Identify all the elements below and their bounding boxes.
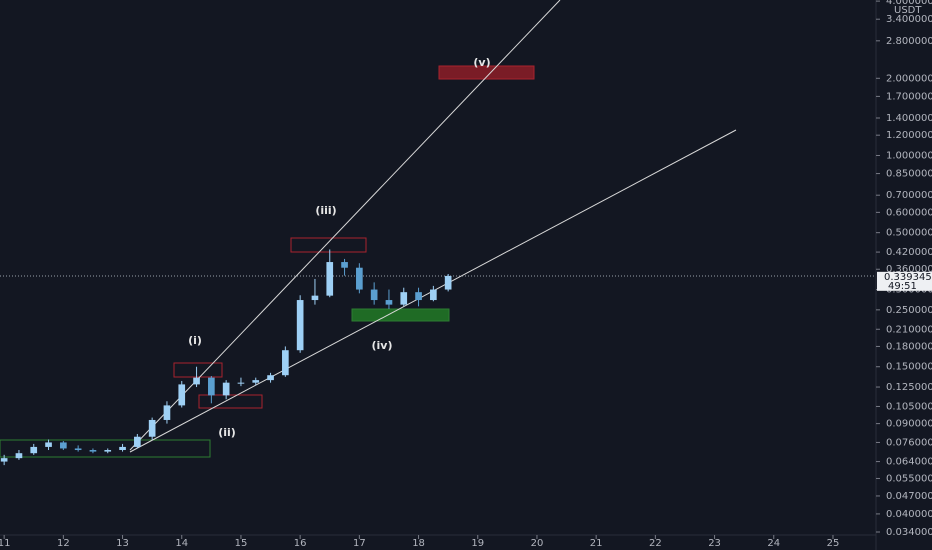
candle-body: [45, 442, 52, 447]
candle-body: [296, 300, 304, 351]
candle-body: [60, 442, 67, 449]
candle-body: [163, 405, 171, 420]
candle-body: [282, 350, 289, 376]
x-tick-label: 25: [827, 538, 840, 549]
wave-label: (iv): [372, 339, 393, 352]
trend-line: [129, 0, 561, 451]
x-tick-label: 23: [708, 538, 721, 549]
candle-body: [89, 450, 97, 452]
candle-body: [430, 289, 437, 301]
x-tick-label: 18: [412, 538, 425, 549]
wave-label: (ii): [218, 426, 236, 439]
candle-body: [311, 295, 319, 301]
y-tick-label: 1.4000000: [886, 113, 932, 124]
support-zone: [0, 439, 211, 458]
y-tick-label: 0.0340000: [886, 527, 932, 538]
x-tick-label: 21: [590, 538, 603, 549]
target-zone: [290, 237, 367, 253]
x-tick-label: 22: [649, 538, 662, 549]
x-tick-label: 19: [471, 538, 484, 549]
candle-body: [148, 419, 156, 437]
x-tick-label: 24: [767, 538, 780, 549]
candle-body: [208, 377, 215, 396]
wave-label: (v): [473, 56, 490, 69]
price-badge: [877, 271, 932, 291]
candle-body: [252, 380, 260, 383]
candle-body: [178, 384, 186, 406]
countdown: 49:51: [888, 281, 917, 292]
y-tick-label: 1.2000000: [886, 130, 932, 141]
candle-body: [267, 375, 274, 381]
candle-body: [400, 292, 408, 305]
candle-body: [104, 450, 112, 452]
x-tick-label: 15: [235, 538, 248, 549]
candle-body: [119, 446, 126, 451]
candle-body: [30, 446, 38, 454]
candle-body: [0, 458, 8, 462]
candle-body: [15, 453, 23, 459]
x-tick-label: 14: [175, 538, 188, 549]
y-tick-label: 3.4000000: [886, 14, 932, 25]
x-tick-label: 17: [353, 538, 366, 549]
x-tick-label: 16: [294, 538, 307, 549]
candle-body: [74, 448, 82, 451]
target-zone: [198, 394, 263, 409]
candle-body: [222, 382, 230, 396]
wave-label: (i): [188, 334, 202, 347]
x-tick-label: 20: [531, 538, 544, 549]
target-zone: [173, 362, 223, 378]
x-tick-label: 11: [0, 538, 11, 549]
y-tick-label: 2.8000000: [886, 36, 932, 47]
candle-body: [356, 267, 363, 290]
x-tick-label: 13: [116, 538, 129, 549]
candle-body: [444, 275, 452, 290]
candle-body: [326, 262, 334, 296]
axis-unit: USDT: [894, 5, 922, 16]
target-zone: [438, 65, 535, 80]
candle-body: [370, 289, 378, 301]
drawings: [0, 0, 877, 550]
candle-body: [193, 377, 200, 385]
candle-body: [415, 292, 422, 301]
wave-label: (iii): [315, 204, 336, 217]
x-tick-label: 12: [57, 538, 70, 549]
support-zone: [351, 308, 450, 322]
candle-body: [385, 300, 393, 305]
candle-body: [341, 262, 348, 268]
price-label: 0.3393450: [884, 272, 932, 283]
candle-body: [134, 436, 141, 447]
candle-body: [237, 382, 245, 384]
